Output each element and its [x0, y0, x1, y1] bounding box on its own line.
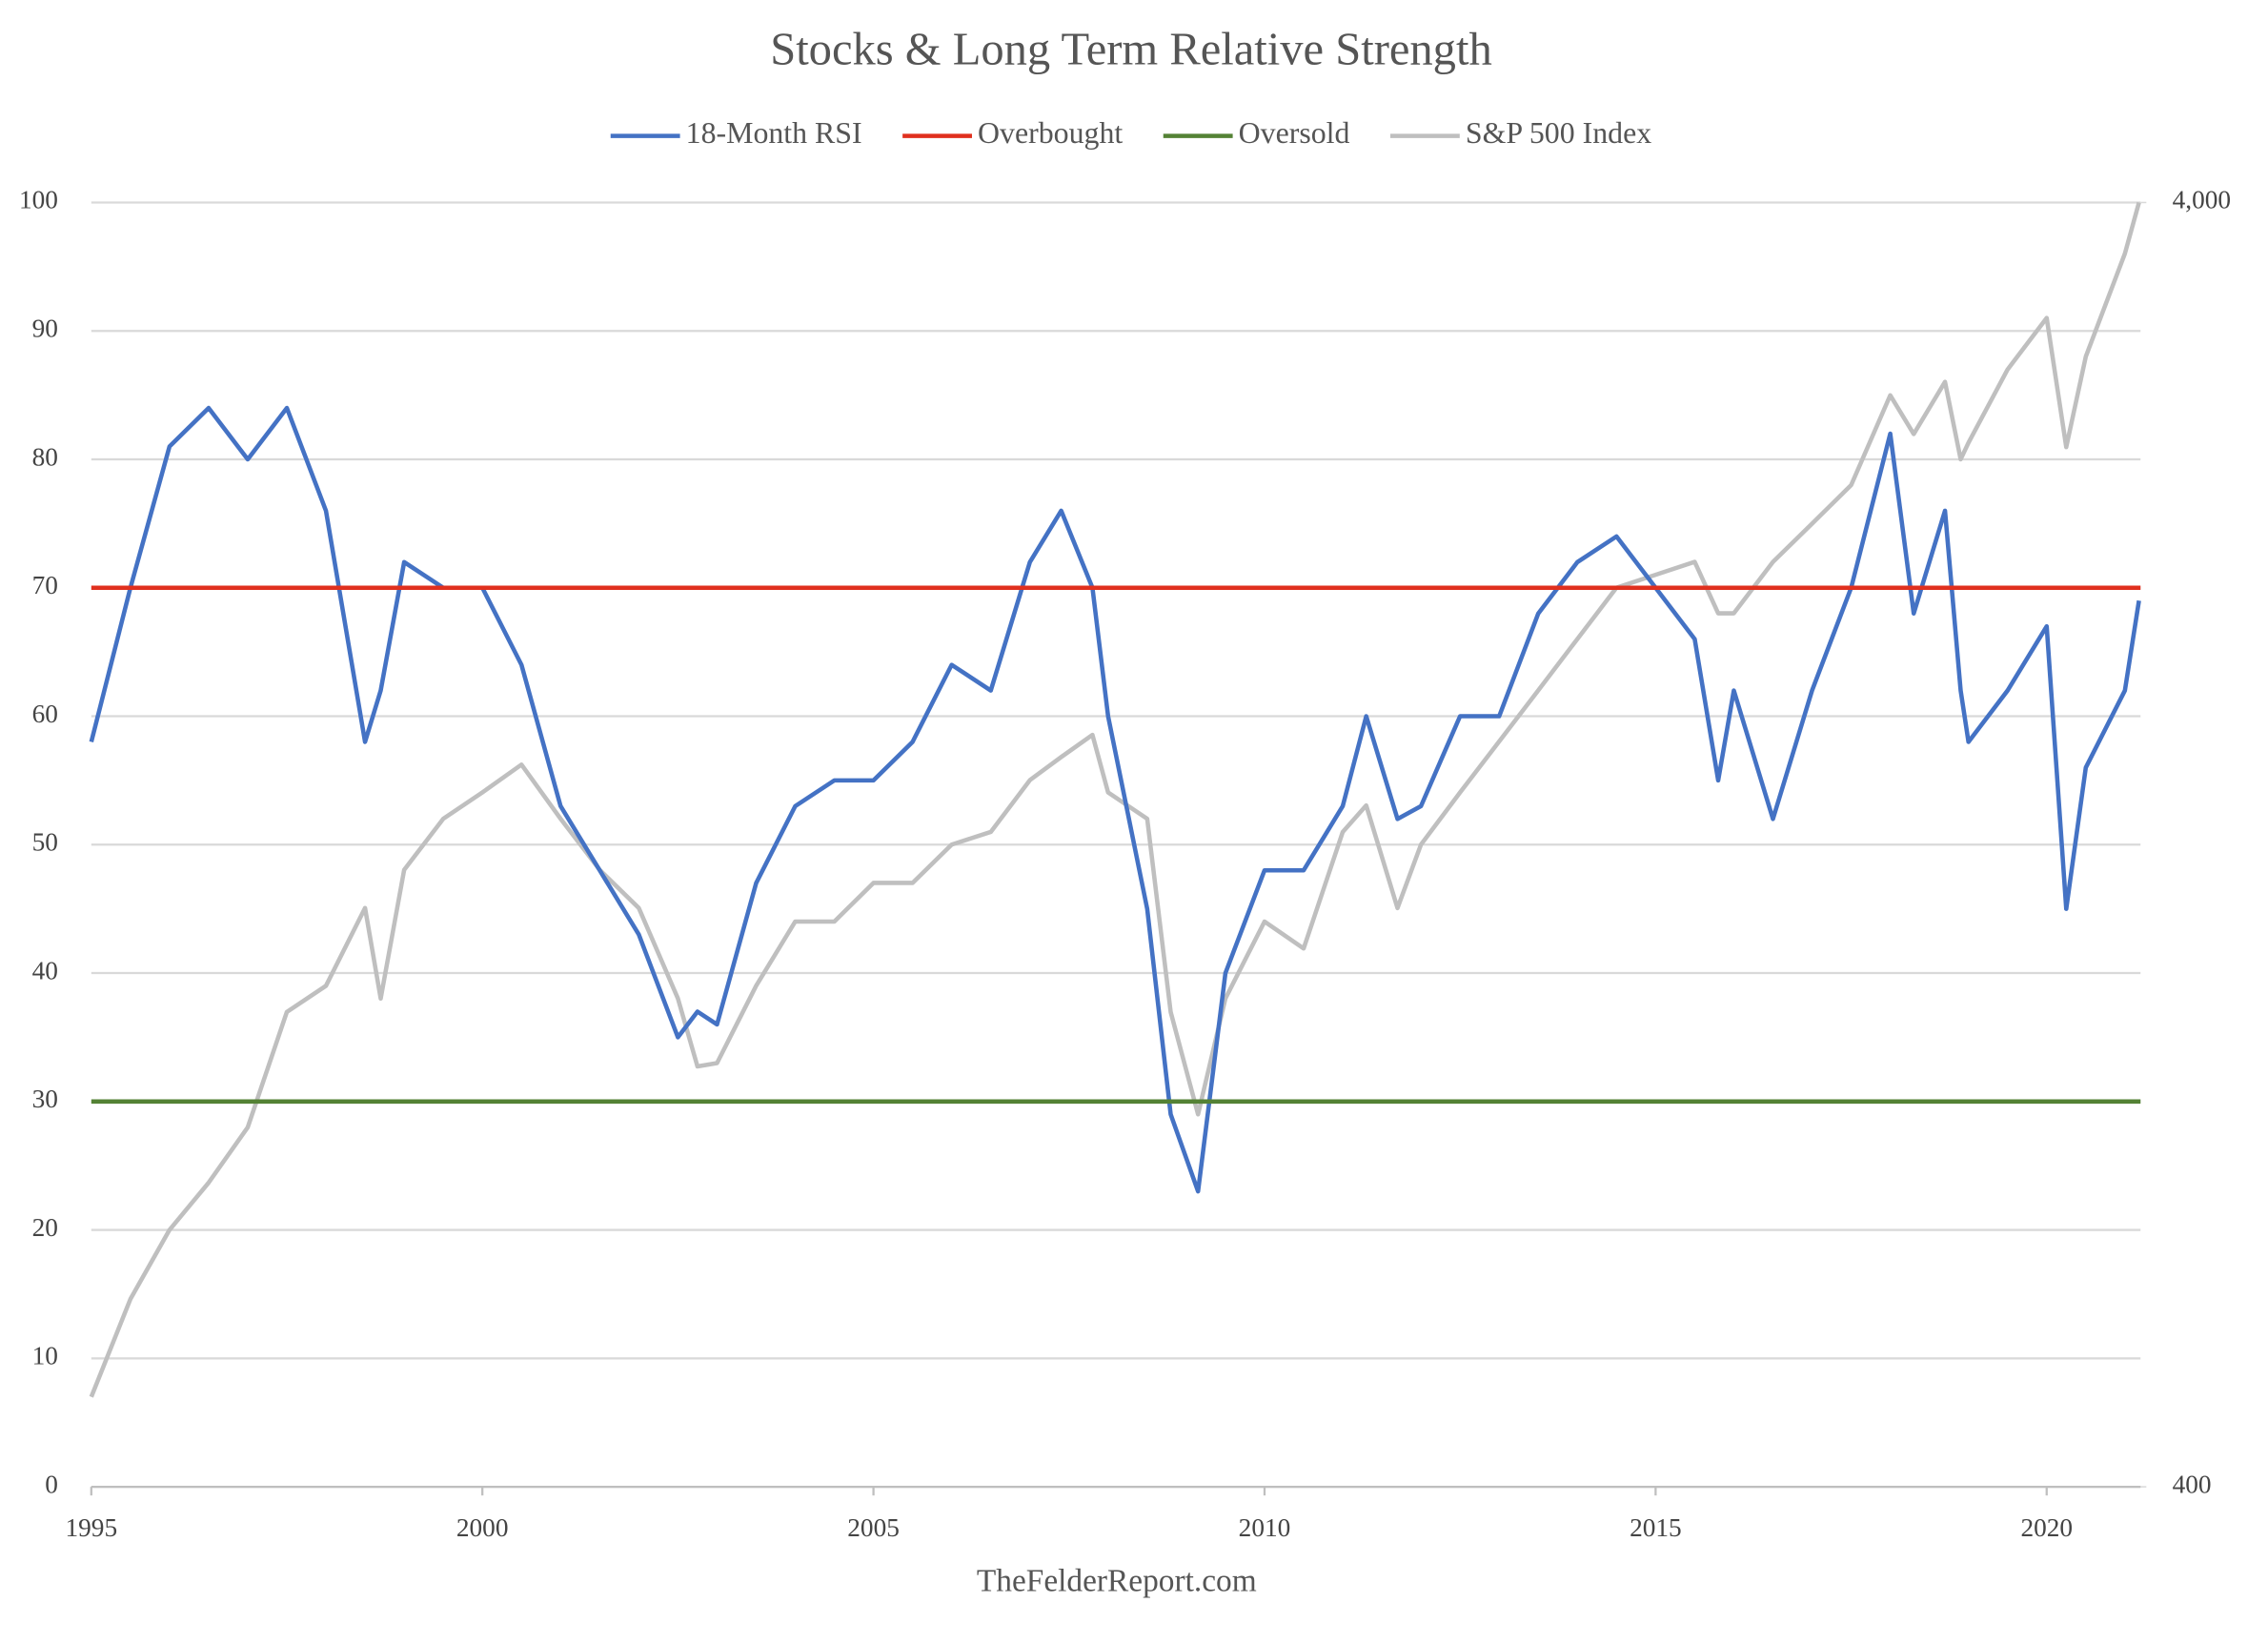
- series-line: [89, 201, 2141, 1398]
- y-tick-label: 80: [32, 442, 58, 471]
- x-tick-label: 2005: [847, 1513, 900, 1542]
- y-tick-label: 40: [32, 956, 58, 984]
- x-tick-label: 2015: [1630, 1513, 1682, 1542]
- chart-title: Stocks & Long Term Relative Strength: [770, 23, 1492, 74]
- legend-label: Overbought: [978, 116, 1123, 150]
- y-tick-label: 60: [32, 700, 58, 728]
- x-tick-label: 1995: [66, 1513, 118, 1542]
- y-tick-label: 70: [32, 571, 58, 599]
- y-tick-label: 90: [32, 314, 58, 342]
- y-tick-label: 20: [32, 1213, 58, 1242]
- legend-label: 18-Month RSI: [686, 116, 862, 150]
- legend-label: S&P 500 Index: [1466, 116, 1651, 150]
- x-tick-label: 2020: [2020, 1513, 2073, 1542]
- legend-item: S&P 500 Index: [1389, 116, 1651, 150]
- y-tick-label: 50: [32, 828, 58, 857]
- x-tick-label: 2010: [1239, 1513, 1291, 1542]
- legend-item: 18-Month RSI: [610, 116, 862, 150]
- legend-item: Overbought: [902, 116, 1123, 150]
- legend-item: Oversold: [1163, 116, 1350, 150]
- plot-area: [89, 201, 2141, 1398]
- y-tick-label: 30: [32, 1085, 58, 1113]
- y2-tick-label: 400: [2173, 1470, 2212, 1498]
- y-tick-label: 0: [45, 1470, 58, 1498]
- legend-label: Oversold: [1239, 116, 1350, 150]
- y-tick-label: 100: [19, 186, 58, 214]
- legend: 18-Month RSI Overbought Oversold S&P 500 In…: [610, 116, 1651, 150]
- y-tick-label: 10: [32, 1342, 58, 1370]
- source: TheFelderReport.com: [977, 1563, 1257, 1598]
- x-tick-label: 2000: [456, 1513, 509, 1542]
- y2-tick-label: 4,000: [2173, 186, 2231, 214]
